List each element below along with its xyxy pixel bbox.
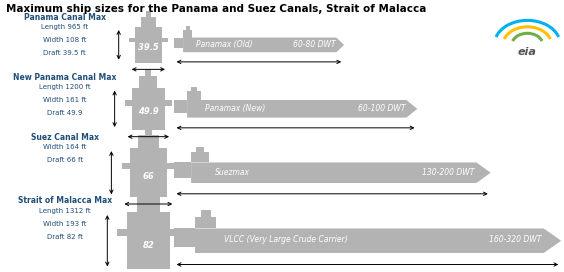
Text: Draft 82 ft: Draft 82 ft — [47, 234, 83, 240]
Text: 160-320 DWT: 160-320 DWT — [490, 235, 542, 244]
Polygon shape — [187, 100, 417, 118]
Bar — [146, 11, 151, 17]
Text: eia: eia — [518, 47, 537, 57]
Bar — [201, 210, 210, 217]
Bar — [141, 17, 156, 27]
Text: Suezmax: Suezmax — [215, 168, 250, 177]
Bar — [183, 30, 192, 38]
Bar — [117, 229, 127, 236]
Text: Draft 66 ft: Draft 66 ft — [47, 157, 83, 163]
Bar — [187, 91, 201, 100]
Bar — [167, 163, 175, 169]
Text: 39.5: 39.5 — [138, 43, 158, 52]
Text: Maximum ship sizes for the Panama and Suez Canals, Strait of Malacca: Maximum ship sizes for the Panama and Su… — [6, 4, 426, 14]
Bar — [165, 100, 172, 106]
Text: Strait of Malacca Max: Strait of Malacca Max — [18, 196, 112, 205]
Bar — [127, 212, 170, 269]
Bar — [196, 147, 204, 152]
Bar — [130, 148, 167, 197]
Bar — [144, 187, 152, 196]
Text: Length 1200 ft: Length 1200 ft — [39, 84, 91, 90]
Polygon shape — [174, 228, 195, 247]
Text: Width 164 ft: Width 164 ft — [43, 144, 86, 150]
Bar — [136, 196, 160, 212]
Polygon shape — [183, 38, 344, 52]
Text: Draft 39.5 ft: Draft 39.5 ft — [43, 51, 86, 57]
Bar — [146, 69, 151, 76]
Bar — [191, 152, 209, 162]
Bar — [121, 163, 130, 169]
Text: Width 108 ft: Width 108 ft — [43, 38, 87, 44]
Text: 49.9: 49.9 — [138, 107, 158, 116]
Text: Panama Canal Max: Panama Canal Max — [24, 13, 106, 22]
Text: New Panama Canal Max: New Panama Canal Max — [13, 73, 117, 82]
Text: 60-100 DWT: 60-100 DWT — [358, 104, 405, 113]
Bar — [132, 88, 165, 130]
Polygon shape — [174, 162, 191, 178]
Bar — [125, 100, 132, 106]
Polygon shape — [195, 228, 561, 253]
Bar — [145, 126, 152, 135]
Text: Length 965 ft: Length 965 ft — [41, 24, 89, 30]
Polygon shape — [174, 100, 187, 113]
Text: Panamax (Old): Panamax (Old) — [196, 40, 253, 49]
Bar — [129, 38, 135, 42]
Text: 82: 82 — [143, 240, 154, 249]
Text: VLCC (Very Large Crude Carrier): VLCC (Very Large Crude Carrier) — [224, 235, 348, 244]
Bar — [135, 27, 162, 63]
Text: Suez Canal Max: Suez Canal Max — [31, 133, 99, 142]
Text: Panamax (New): Panamax (New) — [205, 104, 266, 113]
Bar — [162, 38, 168, 42]
Text: 130-200 DWT: 130-200 DWT — [422, 168, 475, 177]
Bar — [139, 76, 157, 88]
Bar — [191, 87, 197, 91]
Text: Length 1312 ft: Length 1312 ft — [39, 208, 91, 214]
Text: 66: 66 — [143, 172, 154, 181]
Text: 60-80 DWT: 60-80 DWT — [293, 40, 336, 49]
Text: Width 193 ft: Width 193 ft — [43, 221, 87, 227]
Text: Width 161 ft: Width 161 ft — [43, 97, 87, 103]
Bar — [170, 229, 179, 236]
Bar — [186, 26, 190, 30]
Polygon shape — [191, 162, 491, 183]
Text: Draft 49.9: Draft 49.9 — [47, 110, 82, 116]
Bar — [138, 135, 158, 148]
Bar — [195, 217, 217, 228]
Polygon shape — [174, 38, 183, 48]
